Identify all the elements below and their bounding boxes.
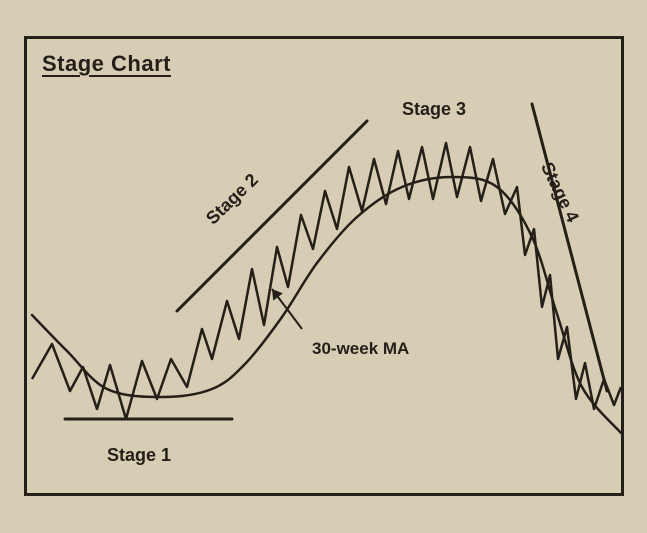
chart-frame: Stage Chart Stage 1 Stage 2 Stage 3 Stag… <box>24 36 624 496</box>
ma-label: 30-week MA <box>312 339 409 359</box>
chart-title: Stage Chart <box>42 51 171 77</box>
chart-canvas <box>27 39 621 493</box>
stage-1-label: Stage 1 <box>107 445 171 466</box>
stage-3-label: Stage 3 <box>402 99 466 120</box>
moving-average-line <box>32 177 621 433</box>
price-line <box>32 143 621 419</box>
